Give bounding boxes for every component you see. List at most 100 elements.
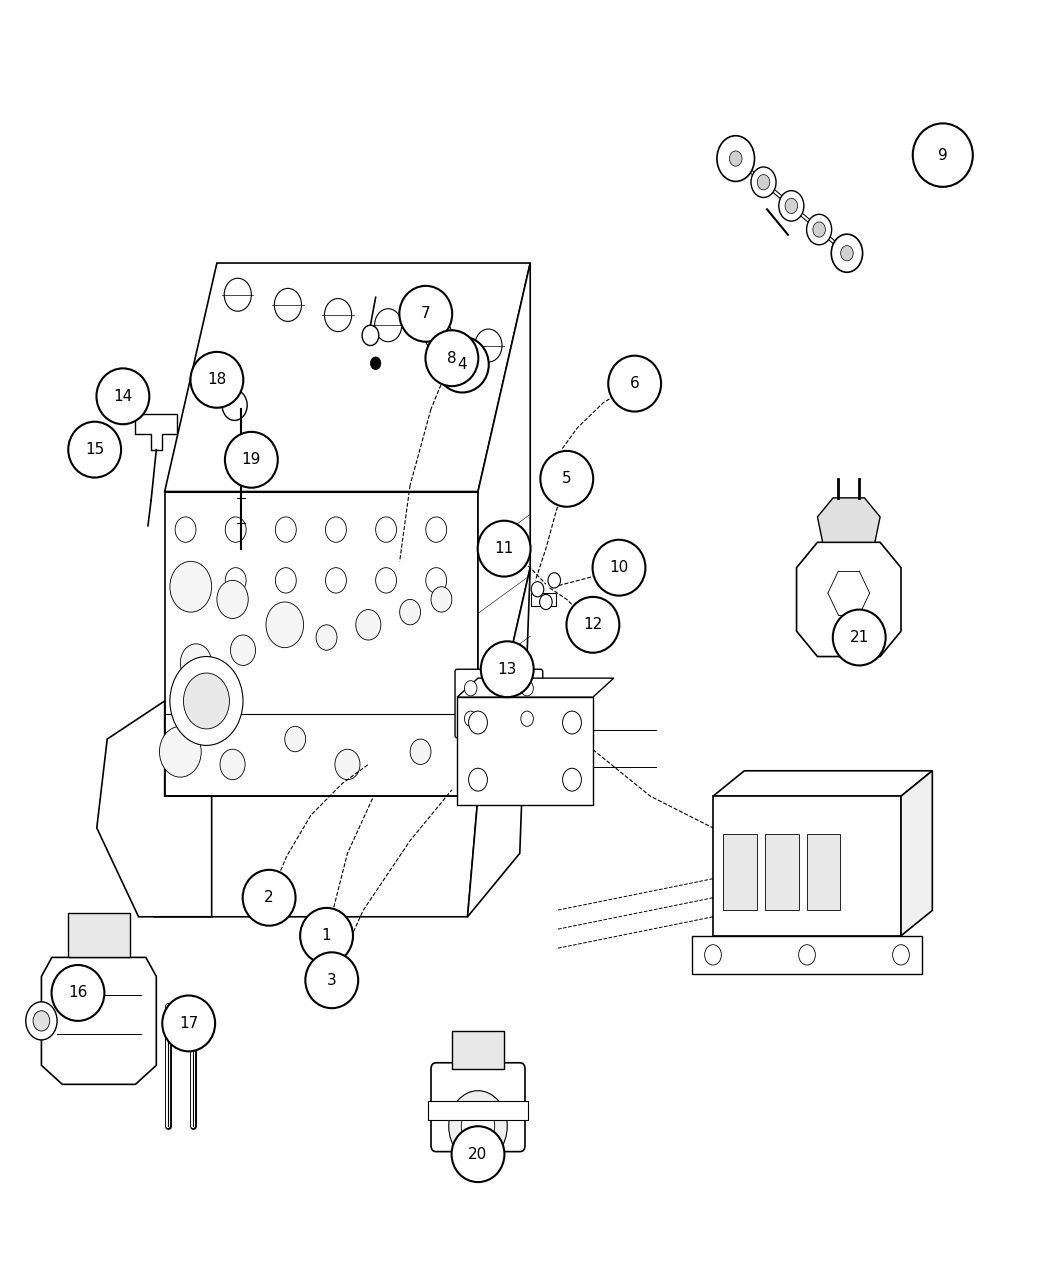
Circle shape bbox=[521, 711, 533, 727]
Circle shape bbox=[356, 609, 381, 640]
Circle shape bbox=[717, 135, 755, 181]
Circle shape bbox=[326, 516, 346, 542]
Bar bbox=[229, 365, 239, 390]
Text: 2: 2 bbox=[265, 890, 274, 905]
Circle shape bbox=[813, 222, 825, 237]
Polygon shape bbox=[713, 771, 932, 796]
Circle shape bbox=[226, 516, 246, 542]
Circle shape bbox=[548, 572, 561, 588]
Polygon shape bbox=[818, 497, 880, 542]
Text: 17: 17 bbox=[180, 1016, 198, 1031]
Circle shape bbox=[184, 673, 229, 729]
Text: 15: 15 bbox=[85, 442, 104, 458]
FancyBboxPatch shape bbox=[430, 1063, 525, 1151]
Circle shape bbox=[375, 309, 402, 342]
Bar bbox=[723, 834, 757, 910]
Circle shape bbox=[832, 235, 863, 273]
Text: 18: 18 bbox=[207, 372, 227, 388]
Polygon shape bbox=[165, 492, 478, 796]
Circle shape bbox=[841, 246, 854, 261]
Polygon shape bbox=[478, 263, 530, 796]
Circle shape bbox=[285, 727, 306, 752]
Ellipse shape bbox=[306, 952, 358, 1009]
Circle shape bbox=[475, 329, 502, 362]
Circle shape bbox=[411, 740, 430, 765]
Bar bbox=[807, 834, 840, 910]
Circle shape bbox=[461, 1105, 495, 1146]
Circle shape bbox=[326, 567, 346, 593]
Ellipse shape bbox=[452, 1126, 504, 1182]
Text: 13: 13 bbox=[498, 662, 517, 677]
Text: 14: 14 bbox=[113, 389, 132, 404]
Ellipse shape bbox=[592, 539, 646, 595]
Text: 6: 6 bbox=[630, 376, 639, 391]
Circle shape bbox=[371, 357, 381, 370]
Circle shape bbox=[335, 750, 360, 780]
Circle shape bbox=[563, 769, 582, 790]
Ellipse shape bbox=[436, 337, 488, 393]
Circle shape bbox=[26, 1002, 57, 1040]
Ellipse shape bbox=[833, 609, 885, 666]
Text: 21: 21 bbox=[849, 630, 868, 645]
Ellipse shape bbox=[51, 965, 104, 1021]
Circle shape bbox=[425, 319, 451, 352]
Circle shape bbox=[779, 191, 804, 221]
Ellipse shape bbox=[566, 597, 620, 653]
Text: 5: 5 bbox=[562, 472, 571, 486]
Circle shape bbox=[33, 1011, 49, 1031]
Circle shape bbox=[170, 561, 212, 612]
Polygon shape bbox=[467, 567, 530, 917]
Bar bbox=[765, 834, 799, 910]
Text: 11: 11 bbox=[495, 541, 513, 556]
Polygon shape bbox=[165, 263, 530, 492]
Circle shape bbox=[226, 567, 246, 593]
Circle shape bbox=[531, 581, 544, 597]
Circle shape bbox=[705, 945, 721, 965]
Polygon shape bbox=[41, 958, 156, 1084]
Ellipse shape bbox=[608, 356, 662, 412]
Ellipse shape bbox=[912, 124, 972, 187]
Circle shape bbox=[835, 238, 860, 269]
Circle shape bbox=[160, 727, 202, 778]
Text: 10: 10 bbox=[609, 560, 629, 575]
Circle shape bbox=[464, 711, 477, 727]
Text: 9: 9 bbox=[938, 148, 948, 163]
Ellipse shape bbox=[243, 870, 295, 926]
Circle shape bbox=[723, 143, 749, 173]
Bar bbox=[531, 593, 556, 606]
Circle shape bbox=[563, 711, 582, 734]
Circle shape bbox=[324, 298, 352, 332]
Ellipse shape bbox=[68, 422, 121, 478]
FancyBboxPatch shape bbox=[455, 669, 543, 738]
Circle shape bbox=[430, 586, 452, 612]
Circle shape bbox=[376, 567, 397, 593]
Polygon shape bbox=[135, 414, 177, 450]
Circle shape bbox=[400, 599, 421, 625]
Ellipse shape bbox=[399, 286, 453, 342]
Bar bbox=[67, 913, 130, 958]
Ellipse shape bbox=[541, 451, 593, 506]
Circle shape bbox=[448, 1090, 507, 1162]
Bar bbox=[427, 1100, 528, 1119]
Bar bbox=[457, 697, 593, 805]
Circle shape bbox=[426, 567, 446, 593]
Ellipse shape bbox=[300, 908, 353, 964]
Circle shape bbox=[175, 567, 196, 593]
Bar bbox=[692, 936, 922, 974]
Polygon shape bbox=[797, 542, 901, 657]
Text: 20: 20 bbox=[468, 1146, 487, 1162]
Text: 8: 8 bbox=[447, 351, 457, 366]
Ellipse shape bbox=[163, 996, 215, 1052]
Circle shape bbox=[220, 750, 245, 780]
Bar bbox=[713, 796, 901, 936]
Ellipse shape bbox=[481, 641, 533, 697]
Circle shape bbox=[892, 945, 909, 965]
Polygon shape bbox=[457, 678, 614, 697]
Bar bbox=[452, 1031, 504, 1070]
Text: 12: 12 bbox=[583, 617, 603, 632]
Circle shape bbox=[170, 657, 243, 746]
Circle shape bbox=[362, 325, 379, 346]
Circle shape bbox=[274, 288, 301, 321]
Circle shape bbox=[225, 278, 251, 311]
Text: 4: 4 bbox=[458, 357, 467, 372]
